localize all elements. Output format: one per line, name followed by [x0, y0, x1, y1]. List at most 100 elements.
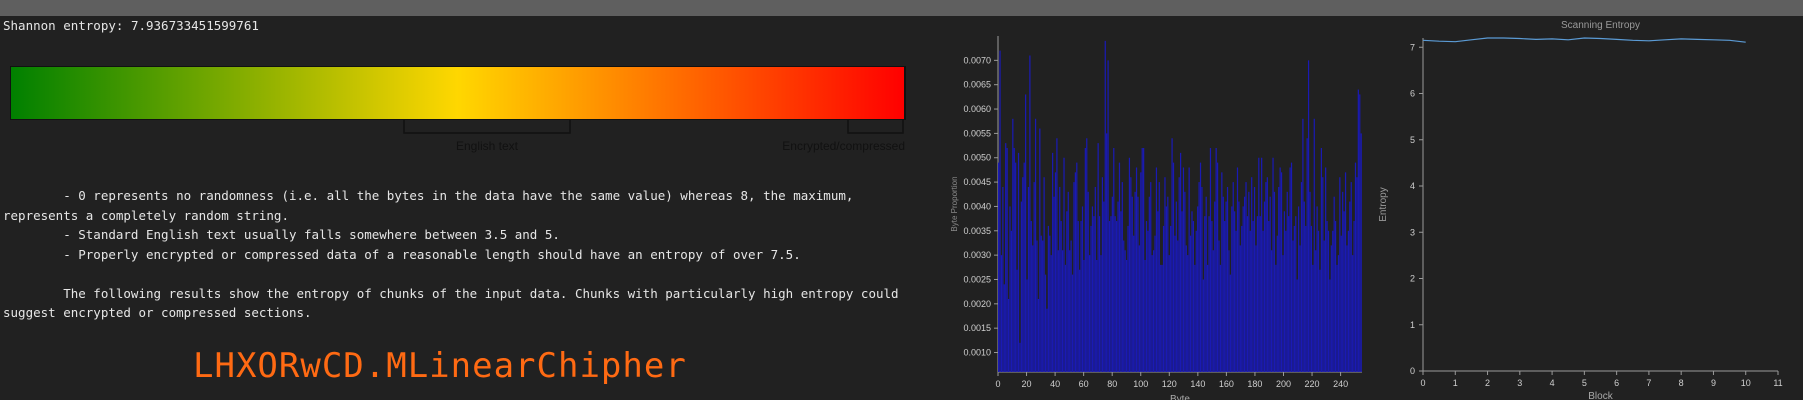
histogram-bar [1113, 148, 1115, 372]
histogram-bar [1199, 162, 1202, 372]
histogram-bar [1064, 264, 1067, 372]
histogram-bar [1147, 230, 1149, 372]
histogram-bar [1010, 230, 1013, 372]
histogram-bar [1215, 148, 1217, 372]
histogram-bar [1067, 191, 1069, 372]
histogram-bar [1170, 225, 1172, 372]
x-tick-label: 9 [1711, 378, 1716, 388]
histogram-bar [1282, 255, 1284, 372]
histogram-bar [1086, 138, 1088, 372]
histogram-bar [1023, 162, 1025, 372]
histogram-bar [1167, 196, 1169, 372]
histogram-bar [1187, 255, 1189, 372]
histogram-bar [1218, 240, 1220, 372]
histogram-bar [1268, 221, 1270, 372]
histogram-bar [1300, 182, 1303, 372]
histogram-bar [1189, 235, 1192, 372]
histogram-bar [1007, 298, 1010, 372]
histogram-bar [1211, 221, 1213, 372]
histogram-bar [1289, 167, 1291, 372]
histogram-bar [1144, 260, 1146, 372]
entropy-label: Shannon entropy: [3, 18, 124, 33]
entropy-series-line [1422, 37, 1746, 43]
histogram-bar [1360, 133, 1362, 372]
x-tick-label: 8 [1679, 378, 1684, 388]
desc-line: - Properly encrypted or compressed data … [3, 246, 801, 262]
histogram-bar [1349, 201, 1351, 372]
histogram-bar [1356, 177, 1358, 372]
histogram-bar [1234, 211, 1236, 372]
histogram-bar [1226, 186, 1229, 372]
x-tick-label: 11 [1773, 378, 1782, 388]
histogram-bar [1263, 201, 1266, 372]
histogram-bar [1306, 138, 1308, 372]
histogram-bar [1174, 235, 1176, 372]
x-tick-label: 10 [1741, 378, 1751, 388]
histogram-bar [1000, 255, 1003, 372]
histogram-bar [1178, 177, 1180, 372]
histogram-bar [1346, 245, 1348, 372]
histogram-bar [1044, 274, 1047, 372]
histogram-bar [1054, 172, 1057, 372]
y-tick-label: 0.0070 [963, 55, 991, 65]
histogram-bar [1093, 216, 1095, 372]
histogram-bar [1063, 157, 1065, 372]
histogram-bar [1118, 162, 1121, 372]
histogram-bar [1343, 211, 1345, 372]
y-tick-label: 0.0045 [963, 177, 991, 187]
x-tick-label: 3 [1517, 378, 1522, 388]
shannon-entropy-readout: Shannon entropy: 7.936733451599761 [3, 18, 259, 33]
histogram-bar [1325, 167, 1327, 372]
byte-frequency-histogram: 0.0010 0.0015 0.0020 0.0025 0.0030 0.0035 0.00… [950, 36, 1362, 400]
english-text-bracket [403, 120, 571, 134]
histogram-bar [1265, 182, 1267, 372]
histogram-bar [1191, 211, 1193, 372]
x-tick-label: 80 [1107, 379, 1117, 389]
histogram-bar [1027, 186, 1030, 372]
histogram-bar [1141, 148, 1143, 372]
histogram-bar [1225, 201, 1227, 372]
histogram-bar [1241, 225, 1243, 372]
histogram-bar [1316, 206, 1318, 372]
y-tick-label: 3 [1410, 227, 1415, 237]
histogram-bar [1285, 230, 1287, 372]
histogram-bar [1143, 148, 1145, 372]
histogram-bar [1188, 167, 1190, 372]
x-tick-label: 0 [995, 379, 1000, 389]
scanning-entropy-chart: Scanning Entropy 0 1 2 3 4 5 6 7 0 1 2 3 4 5 6 7 8 9 10 11 Bl… [1378, 20, 1783, 400]
histogram-bar [1232, 182, 1234, 372]
histogram-bar [1103, 201, 1105, 372]
histogram-bar [1307, 60, 1310, 372]
histogram-bar [1009, 206, 1011, 372]
histogram-bar [1298, 206, 1300, 372]
histogram-bar [1017, 152, 1020, 372]
histogram-bar [1259, 216, 1261, 372]
histogram-bar [1278, 186, 1280, 372]
y-tick-label: 2 [1410, 274, 1415, 284]
histogram-bar [1019, 342, 1021, 372]
y-tick-label: 7 [1410, 42, 1415, 52]
histogram-bar [1037, 298, 1040, 372]
histogram-bar [1127, 225, 1129, 372]
histogram-bar [1168, 255, 1170, 372]
histogram-bar [1222, 196, 1224, 372]
histogram-bar [1185, 245, 1187, 372]
histogram-bar [1228, 250, 1230, 372]
histogram-bar [1239, 245, 1241, 372]
histogram-bar [1246, 216, 1249, 372]
desc-line: suggest encrypted or compressed sections… [3, 305, 312, 320]
histogram-bar [1034, 118, 1037, 372]
desc-line: - Standard English text usually falls so… [3, 227, 560, 242]
histogram-bar [1334, 221, 1337, 372]
histogram-bar [1320, 148, 1322, 372]
encrypted-bracket [847, 120, 904, 134]
watermark-text: LHXORwCD.MLinearChipher [193, 346, 687, 386]
y-tick-label: 0.0055 [963, 128, 991, 138]
histogram-bar [1309, 191, 1311, 372]
histogram-bar [1140, 172, 1142, 372]
histogram-bar [1071, 274, 1074, 372]
histogram-bar [1079, 269, 1081, 372]
histogram-bar [1061, 250, 1064, 372]
histogram-bar [1313, 118, 1315, 372]
histogram-bar [1110, 216, 1112, 372]
